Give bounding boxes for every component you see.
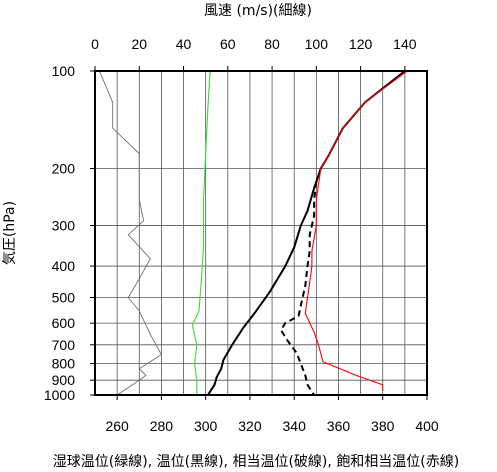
left-tick-label: 100	[52, 63, 76, 79]
top-tick-label: 60	[220, 36, 236, 52]
top-tick-label: 120	[349, 36, 373, 52]
left-tick-label: 700	[52, 337, 76, 353]
top-tick-label: 100	[305, 36, 329, 52]
series-layer	[98, 70, 408, 396]
top-tick-label: 80	[264, 36, 280, 52]
left-tick-label: 300	[52, 218, 76, 234]
left-tick-label: 800	[52, 356, 76, 372]
series-line	[304, 70, 408, 391]
top-tick-label: 40	[176, 36, 192, 52]
top-tick-label: 0	[91, 36, 99, 52]
bottom-tick-label: 260	[105, 418, 129, 434]
bottom-tick-label: 300	[194, 418, 218, 434]
series-line	[279, 181, 318, 396]
bottom-tick-label: 320	[238, 418, 262, 434]
top-axis-ticks: 0 20 40 60 80 100 120 140	[91, 36, 417, 71]
bottom-tick-label: 380	[371, 418, 395, 434]
bottom-axis-title: 湿球温位(緑線), 温位(黒線), 相当温位(破線), 飽和相当温位(赤線)	[53, 453, 459, 470]
grid	[95, 71, 427, 395]
left-tick-label: 200	[52, 161, 76, 177]
top-tick-label: 140	[393, 36, 417, 52]
left-tick-label: 500	[52, 289, 76, 305]
series-line	[98, 70, 162, 396]
series-line	[207, 70, 406, 396]
left-tick-label: 600	[52, 315, 76, 331]
bottom-tick-label: 400	[415, 418, 439, 434]
left-axis-title: 気圧(hPa)	[2, 201, 18, 265]
bottom-tick-label: 280	[150, 418, 174, 434]
left-tick-label: 900	[52, 372, 76, 388]
top-tick-label: 20	[131, 36, 147, 52]
top-axis-title: 風速 (m/s)(細線)	[204, 3, 312, 19]
bottom-tick-label: 360	[327, 418, 351, 434]
plot-frame	[94, 70, 428, 396]
bottom-axis-ticks: 260 280 300 320 340 360 380 400	[105, 395, 439, 434]
series-line	[191, 70, 211, 395]
left-tick-label: 400	[52, 258, 76, 274]
left-tick-label: 1000	[44, 387, 75, 403]
bottom-tick-label: 340	[283, 418, 307, 434]
